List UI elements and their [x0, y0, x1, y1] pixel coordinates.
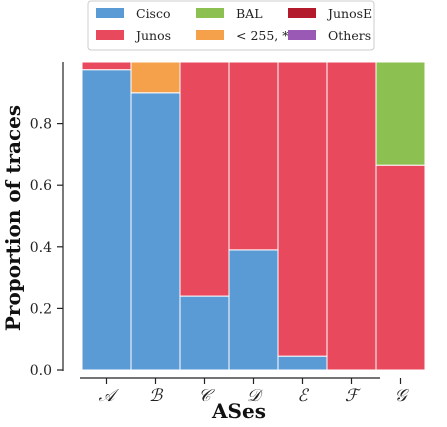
bar-4-junos	[228, 61, 279, 251]
y-tick-label: 0.4	[30, 240, 52, 256]
bar-5-cisco	[277, 355, 328, 371]
x-tick-label: ℰ	[297, 386, 309, 406]
legend-label-cisco: Cisco	[136, 6, 171, 21]
bar-5-junos	[277, 61, 328, 357]
y-axis-label: Proportion of traces	[1, 105, 25, 331]
legend-swatch-others	[288, 30, 316, 40]
legend: Cisco Junos BAL < 255, * > JunosE Others	[87, 0, 375, 51]
legend-swatch-junose	[288, 8, 316, 18]
legend-label-others: Others	[328, 28, 371, 43]
legend-swatch-bal	[196, 8, 224, 18]
y-tick-label: 0.0	[30, 363, 52, 379]
legend-swatch-junos	[96, 30, 124, 40]
y-ticks-group: 0.0 0.2 0.4 0.6 0.8	[30, 117, 63, 379]
y-tick-label: 0.6	[30, 178, 52, 194]
legend-swatch-cisco	[96, 8, 124, 18]
x-tick-label: 𝒟	[247, 386, 264, 406]
bar-3-junos	[179, 61, 230, 297]
bar-1-junos	[81, 61, 132, 71]
bar-3-cisco	[179, 295, 230, 371]
bar-7-bal	[375, 61, 426, 166]
axes-group	[62, 62, 380, 379]
x-tick-label: ℬ	[149, 386, 164, 406]
bar-4-cisco	[228, 249, 279, 371]
legend-label-255: < 255, * >	[236, 28, 303, 43]
bar-2-cisco	[130, 92, 181, 371]
legend-label-junose: JunosE	[326, 6, 372, 21]
bar-1-cisco	[81, 69, 132, 371]
x-tick-label: ℱ	[345, 386, 362, 406]
x-axis-label: ASes	[211, 399, 266, 423]
legend-label-bal: BAL	[236, 6, 263, 21]
bar-6-junos	[326, 61, 377, 371]
bar-7-junos	[375, 164, 426, 371]
legend-swatch-255	[196, 30, 224, 40]
legend-label-junos: Junos	[134, 28, 171, 43]
y-tick-label: 0.8	[30, 117, 52, 133]
x-tick-label: 𝒜	[98, 386, 119, 406]
bars-group	[81, 61, 426, 371]
bar-2-255	[130, 61, 181, 94]
x-tick-label: 𝒢	[394, 386, 409, 406]
y-tick-label: 0.2	[30, 301, 52, 317]
